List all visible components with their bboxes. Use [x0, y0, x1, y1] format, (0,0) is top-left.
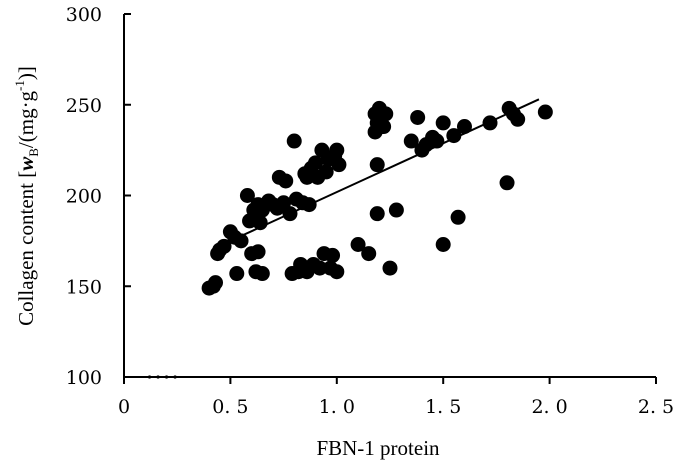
- x-ticks: 0 0. 5 1. 0 1. 5 2. 0 2. 5: [118, 377, 674, 418]
- data-point: [499, 175, 515, 191]
- x-tick-label: 2. 0: [531, 396, 567, 418]
- y-axis-title-superscript: -1: [12, 80, 27, 91]
- data-point: [435, 237, 451, 253]
- data-point: [435, 115, 451, 131]
- x-tick-label: 0: [118, 396, 130, 418]
- data-point: [173, 375, 177, 379]
- x-axis-title: FBN-1 protein: [316, 436, 440, 460]
- data-point: [378, 106, 394, 122]
- data-point: [537, 104, 553, 120]
- data-point: [369, 157, 385, 173]
- data-point: [254, 266, 270, 282]
- y-ticks: 100 150 200 250 300: [66, 4, 131, 389]
- data-point: [276, 195, 292, 211]
- x-tick-label: 2. 5: [638, 396, 674, 418]
- data-point: [216, 238, 232, 254]
- data-point: [382, 260, 398, 276]
- data-point: [388, 202, 404, 218]
- data-point: [208, 275, 224, 291]
- data-point: [510, 111, 526, 127]
- data-point: [250, 244, 266, 260]
- data-points: [147, 100, 553, 379]
- data-point: [482, 115, 498, 131]
- data-point: [369, 206, 385, 222]
- data-point: [329, 142, 345, 158]
- y-tick-label: 250: [66, 95, 102, 117]
- y-tick-label: 100: [66, 367, 102, 389]
- x-tick-label: 0. 5: [212, 396, 248, 418]
- data-point: [350, 237, 366, 253]
- y-axis-title-subscript: B: [26, 148, 41, 157]
- data-point: [410, 109, 426, 125]
- y-axis-title: Collagen content [wB/(mg·g-1)]: [12, 66, 41, 326]
- data-point: [325, 247, 341, 263]
- data-point: [318, 164, 334, 180]
- x-tick-label: 1. 0: [319, 396, 355, 418]
- data-point: [456, 119, 472, 135]
- y-tick-label: 200: [66, 186, 102, 208]
- y-axis-title-suffix: )]: [14, 66, 38, 80]
- y-tick-label: 300: [66, 4, 102, 26]
- trendline: [229, 98, 540, 242]
- y-axis-title-symbol: w: [14, 156, 38, 171]
- data-point: [361, 246, 377, 262]
- data-point: [229, 266, 245, 282]
- data-point: [164, 375, 169, 379]
- data-point: [329, 264, 345, 280]
- y-axis-title-prefix: Collagen content [: [14, 171, 38, 326]
- data-point: [450, 209, 466, 225]
- data-point: [239, 188, 255, 203]
- data-point: [312, 260, 328, 276]
- data-point: [376, 119, 392, 135]
- y-tick-label: 150: [66, 276, 102, 298]
- data-point: [278, 173, 294, 189]
- x-tick-label: 1. 5: [425, 396, 461, 418]
- axes: [123, 14, 656, 378]
- data-point: [331, 157, 347, 173]
- data-point: [403, 133, 419, 149]
- data-point: [156, 375, 160, 379]
- data-point: [308, 155, 324, 171]
- data-point: [286, 133, 302, 149]
- data-point: [147, 375, 152, 379]
- y-axis-title-mid: /(mg·g: [14, 90, 38, 148]
